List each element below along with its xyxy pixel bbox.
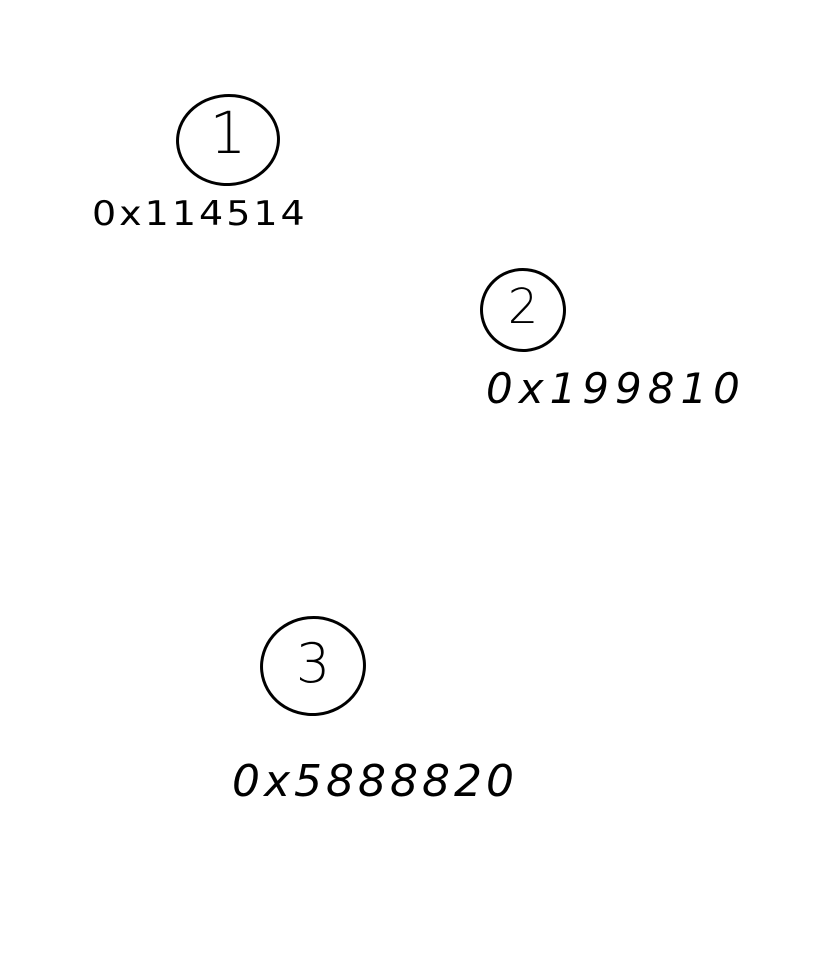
marker-address: 0x114514: [92, 193, 308, 233]
marker-number: 3: [295, 632, 331, 695]
marker-address: 0x5888820: [232, 756, 518, 807]
marker-number: 1: [209, 99, 247, 167]
marker-address: 0x199810: [486, 364, 746, 413]
marker-number: 2: [507, 279, 539, 335]
